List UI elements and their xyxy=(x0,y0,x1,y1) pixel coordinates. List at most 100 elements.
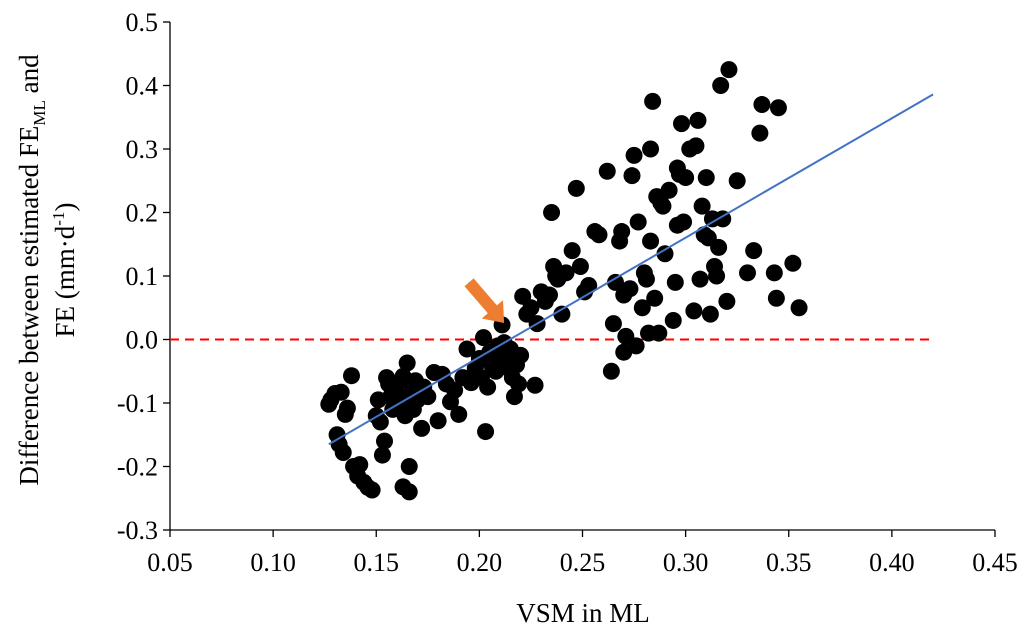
data-point xyxy=(720,61,738,79)
x-tick-label: 0.10 xyxy=(250,548,296,577)
x-tick-label: 0.30 xyxy=(663,548,709,577)
data-point xyxy=(563,242,581,260)
data-point xyxy=(376,432,393,450)
annotation-arrow-layer xyxy=(464,278,505,323)
data-point xyxy=(571,257,589,275)
data-point xyxy=(602,362,620,380)
y-tick-label: 0.3 xyxy=(126,135,159,164)
data-point xyxy=(479,378,497,396)
data-point xyxy=(413,419,431,437)
data-point xyxy=(371,413,389,431)
data-point xyxy=(351,456,369,474)
data-point xyxy=(685,302,703,320)
data-point xyxy=(745,242,763,260)
data-point xyxy=(475,329,492,347)
data-point xyxy=(512,346,530,364)
x-tick-label: 0.20 xyxy=(457,548,503,577)
y-tick-label: 0.4 xyxy=(126,72,159,101)
data-point xyxy=(398,354,416,372)
x-tick-label: 0.25 xyxy=(560,548,606,577)
data-point xyxy=(691,270,709,288)
data-point xyxy=(458,340,476,358)
data-point xyxy=(751,124,769,142)
y-axis-title-line-1: Difference between estimated FEML and xyxy=(14,54,49,486)
x-tick-label: 0.15 xyxy=(354,548,400,577)
data-point xyxy=(598,162,616,180)
data-point xyxy=(338,399,356,417)
data-point xyxy=(400,483,418,501)
y-tick-label: 0.1 xyxy=(126,262,159,291)
data-point xyxy=(790,299,808,317)
data-point xyxy=(677,169,695,187)
data-point xyxy=(429,412,447,430)
data-point xyxy=(784,254,802,272)
data-point xyxy=(656,245,674,263)
data-point xyxy=(637,270,655,288)
data-point xyxy=(607,273,624,291)
data-point xyxy=(708,267,726,285)
data-point xyxy=(664,311,682,329)
data-point xyxy=(673,115,690,133)
data-point xyxy=(363,481,381,499)
data-point xyxy=(675,213,693,231)
x-axis-title: VSM in ML xyxy=(516,598,650,628)
data-point xyxy=(642,140,660,158)
data-point xyxy=(633,299,651,317)
trendline-layer xyxy=(328,93,934,446)
x-tick-label: 0.05 xyxy=(147,548,193,577)
data-point xyxy=(629,213,647,231)
y-axis-title-line-2: FE (mm·d-1) xyxy=(49,203,80,338)
data-point xyxy=(613,223,631,241)
data-point xyxy=(522,299,540,317)
data-point xyxy=(710,238,728,256)
data-point xyxy=(373,446,391,464)
data-point xyxy=(567,179,585,197)
data-point xyxy=(553,305,571,323)
data-point xyxy=(332,383,350,401)
data-point xyxy=(666,273,684,291)
x-tick-label: 0.35 xyxy=(766,548,812,577)
data-point xyxy=(718,292,736,310)
data-point xyxy=(701,305,719,323)
data-point xyxy=(650,324,668,342)
data-point xyxy=(343,367,360,385)
x-tick-label: 0.40 xyxy=(869,548,915,577)
data-points xyxy=(320,61,808,501)
data-point xyxy=(712,77,730,94)
data-point xyxy=(689,111,707,129)
data-point xyxy=(477,423,495,441)
x-tick-label: 0.45 xyxy=(972,548,1018,577)
y-axis-title: Difference between estimated FEML and FE… xyxy=(14,54,80,486)
y-tick-label: -0.3 xyxy=(117,516,158,545)
data-point xyxy=(654,197,672,215)
data-point xyxy=(419,388,437,406)
annotation-arrow xyxy=(464,278,505,323)
trend-line xyxy=(328,93,934,446)
data-point xyxy=(580,277,598,295)
y-tick-label: 0.2 xyxy=(126,199,159,228)
data-point xyxy=(543,204,561,221)
data-point xyxy=(728,172,746,190)
data-point xyxy=(769,99,787,117)
data-point xyxy=(767,289,785,307)
data-point xyxy=(627,337,645,355)
y-tick-label: -0.1 xyxy=(117,389,158,418)
data-point xyxy=(590,226,608,244)
data-point xyxy=(400,458,418,475)
y-tick-label: 0.0 xyxy=(126,326,159,355)
y-tick-label: -0.2 xyxy=(117,453,158,482)
data-point xyxy=(739,264,756,282)
data-point xyxy=(625,146,643,164)
data-point xyxy=(334,444,352,462)
data-point xyxy=(557,264,575,282)
data-point xyxy=(660,181,678,199)
data-point xyxy=(697,169,715,187)
data-point xyxy=(604,315,622,333)
data-point xyxy=(450,405,468,423)
data-point xyxy=(693,197,711,215)
data-point xyxy=(687,137,705,155)
data-point xyxy=(510,375,528,393)
data-point xyxy=(623,167,641,185)
data-point xyxy=(642,232,660,250)
